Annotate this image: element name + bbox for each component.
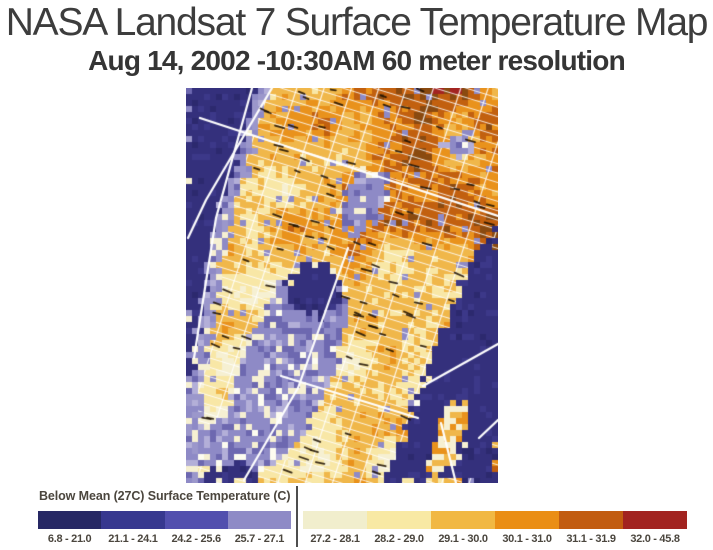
legend-range-label: 32.0 - 45.8 [630,533,680,545]
legend-range-label: 21.1 - 24.1 [108,533,158,545]
legend-range-label: 24.2 - 25.6 [171,533,221,545]
legend-swatch [164,511,228,529]
legend-swatch [431,511,495,529]
page-subtitle: Aug 14, 2002 -10:30AM 60 meter resolutio… [88,45,626,76]
legend-range-label: 30.1 - 31.0 [502,533,552,545]
legend-below-mean-ranges: 6.8 - 21.0 21.1 - 24.1 24.2 - 25.6 25.7 - 2… [38,533,291,545]
temperature-legend: Below Mean (27C) Surface Temperature (C)… [0,486,713,550]
legend-swatch [367,511,431,529]
legend-swatch [227,511,291,529]
legend-range-label: 6.8 - 21.0 [47,533,92,545]
legend-swatch [101,511,165,529]
legend-above-mean-colorbar [303,511,687,529]
legend-below-mean-label: Below Mean (27C) Surface Temperature (C) [39,489,291,503]
page-title: NASA Landsat 7 Surface Temperature Map [5,1,709,44]
legend-swatch [303,511,367,529]
legend-swatch [38,511,102,529]
legend-range-label: 31.1 - 31.9 [566,533,616,545]
legend-divider [296,486,298,547]
legend-swatch [559,511,623,529]
legend-range-label: 28.2 - 29.0 [374,533,424,545]
surface-temperature-map [186,88,498,483]
legend-below-mean-colorbar [38,511,291,529]
legend-range-label: 25.7 - 27.1 [234,533,285,545]
legend-range-label: 29.1 - 30.0 [438,533,488,545]
legend-above-mean-ranges: 27.2 - 28.1 28.2 - 29.0 29.1 - 30.0 30.1 - … [303,533,687,545]
legend-swatch [623,511,687,529]
legend-swatch [495,511,559,529]
legend-range-label: 27.2 - 28.1 [310,533,360,545]
surface-temperature-map-canvas [186,88,498,483]
